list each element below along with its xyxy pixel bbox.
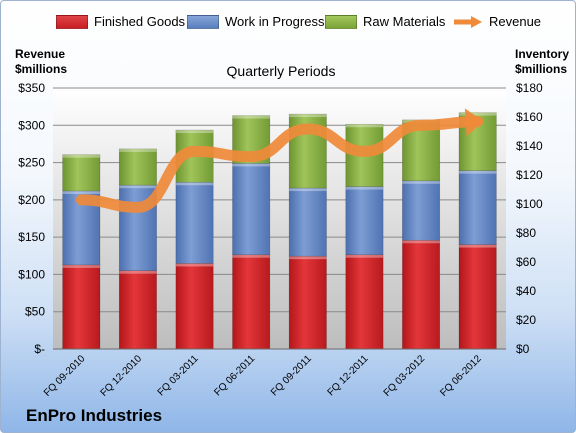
legend-item-raw-materials: Raw Materials (325, 14, 445, 29)
bar-raw-materials (118, 148, 157, 186)
right-axis-tick: $120 (516, 168, 543, 182)
left-axis-tick: $200 (18, 193, 45, 207)
x-axis-tick: FQ 12-2010 (99, 353, 145, 399)
bar-finished-goods (232, 254, 271, 350)
right-axis-title-line1: Inventory (515, 47, 570, 61)
bar-highlight (62, 264, 100, 268)
right-axis-tick: $20 (516, 313, 536, 327)
bar-highlight (119, 148, 157, 152)
bar-highlight (232, 254, 270, 258)
right-axis-tick: $40 (516, 284, 536, 298)
bar-highlight (175, 182, 214, 186)
right-axis-tick: $80 (516, 226, 536, 240)
right-axis-tick: $140 (516, 139, 543, 153)
x-axis-tick: FQ 03-2012 (382, 353, 428, 399)
bar-work-in-progress (458, 170, 497, 245)
bar-highlight (62, 190, 100, 194)
chart-title: Quarterly Periods (226, 63, 336, 79)
bar-highlight (402, 180, 440, 184)
legend-label: Finished Goods (94, 14, 186, 29)
bar-finished-goods (62, 264, 101, 350)
right-axis-tick: $180 (516, 81, 543, 95)
bar-highlight (289, 114, 327, 118)
bar-highlight (289, 188, 327, 192)
legend-label: Revenue (489, 14, 542, 29)
right-axis-tick: $160 (516, 110, 543, 124)
legend-swatch-finished-goods (56, 14, 88, 29)
left-axis-tick: $350 (18, 81, 45, 95)
bar-finished-goods (175, 263, 214, 350)
bar-work-in-progress (232, 163, 271, 256)
bar-highlight (459, 244, 497, 248)
x-axis-tick: FQ 03-2011 (156, 353, 201, 398)
bar-highlight (119, 270, 157, 274)
bar-highlight (345, 254, 384, 258)
bar-highlight (62, 154, 100, 158)
left-axis-tick: $50 (25, 305, 45, 319)
left-axis-tick: $100 (18, 267, 45, 281)
bar-highlight (175, 263, 214, 267)
bar-highlight (402, 240, 440, 244)
bar-work-in-progress (345, 186, 384, 256)
right-axis-title-line2: $millions (515, 62, 568, 76)
bar-work-in-progress (402, 180, 441, 241)
left-axis-title: Revenue $millions (15, 47, 67, 77)
bar-raw-materials (62, 154, 101, 192)
legend-item-finished-goods: Finished Goods (56, 14, 185, 29)
legend-label: Raw Materials (363, 14, 446, 29)
left-axis-title-line1: Revenue (15, 47, 66, 61)
bar-highlight (175, 130, 214, 134)
legend-item-work-in-progress: Work in Progress (187, 14, 324, 29)
bar-highlight (459, 112, 497, 116)
left-axis-title-line2: $millions (15, 62, 68, 76)
bar-finished-goods (345, 254, 384, 350)
revenue-arrowhead (464, 108, 484, 137)
legend-swatch-work-in-progress (187, 14, 219, 29)
bar-highlight (345, 124, 384, 128)
bar-finished-goods (118, 270, 157, 350)
legend-item-revenue: Revenue (453, 14, 541, 29)
right-axis-tick: $100 (516, 197, 543, 211)
bar-finished-goods (288, 255, 327, 350)
bar-finished-goods (402, 239, 441, 350)
bar-highlight (289, 256, 327, 260)
bar-work-in-progress (288, 187, 327, 257)
bar-finished-goods (458, 244, 497, 350)
left-axis-tick: $250 (18, 156, 45, 170)
right-axis-tick: $0 (516, 342, 530, 356)
right-axis-title: Inventory $millions (515, 47, 569, 77)
x-axis-tick: FQ 12-2011 (326, 353, 371, 398)
bar-highlight (345, 186, 384, 190)
revenue-line (75, 116, 484, 213)
left-axis-tick: $150 (18, 230, 45, 244)
x-axis-tick: FQ 09-2010 (42, 353, 88, 399)
x-axis-tick: FQ 06-2011 (212, 353, 257, 398)
x-axis-tick: FQ 06-2012 (438, 353, 484, 399)
legend-swatch-raw-materials (325, 14, 357, 29)
bar-highlight (232, 115, 270, 119)
left-axis-tick: $300 (18, 118, 45, 132)
bar-highlight (232, 163, 270, 167)
right-axis-tick: $60 (516, 255, 536, 269)
legend-label: Work in Progress (225, 14, 325, 29)
x-axis-tick: FQ 09-2011 (269, 353, 314, 398)
left-axis-tick: $- (34, 342, 45, 356)
legend: Finished Goods Work in Progress Raw Mate… (1, 14, 575, 34)
company-name: EnPro Industries (26, 406, 163, 425)
bar-highlight (119, 185, 157, 189)
bar-work-in-progress (175, 181, 214, 264)
bar-highlight (459, 170, 497, 174)
legend-arrow-icon (454, 15, 482, 28)
